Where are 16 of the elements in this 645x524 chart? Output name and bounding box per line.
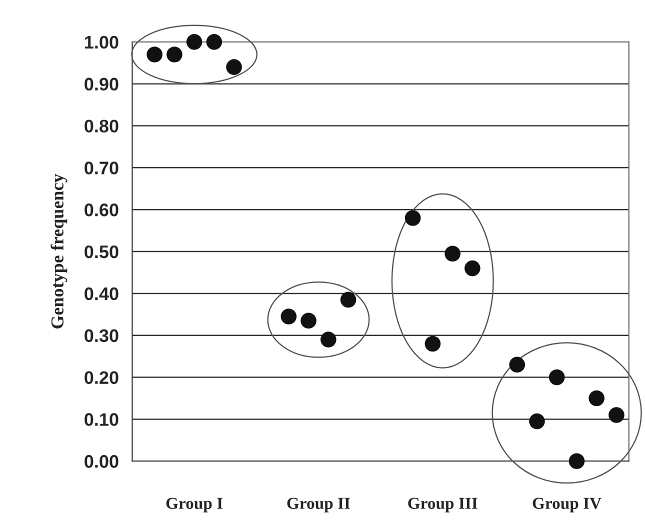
x-tick-label: Group III <box>408 498 478 512</box>
y-tick-label: 0.70 <box>84 162 118 174</box>
y-tick-label: 0.50 <box>84 245 118 258</box>
y-tick-label: 0.10 <box>84 413 118 426</box>
x-tick-label: Group IV <box>532 498 602 512</box>
y-tick-label: 0.40 <box>84 287 118 300</box>
y-axis-title: Genotype frequency <box>50 174 68 328</box>
x-tick-label: Group I <box>166 498 223 512</box>
y-tick-label: 0.30 <box>84 329 118 342</box>
y-tick-label: 0.20 <box>84 371 118 384</box>
y-tick-label: 0.00 <box>84 455 118 468</box>
y-tick-label: 1.00 <box>85 36 118 49</box>
y-tick-label: 0.80 <box>84 120 118 132</box>
y-tick-label: 0.90 <box>84 78 118 91</box>
y-tick-label: 0.60 <box>84 204 118 216</box>
x-tick-label: Group II <box>287 498 350 512</box>
